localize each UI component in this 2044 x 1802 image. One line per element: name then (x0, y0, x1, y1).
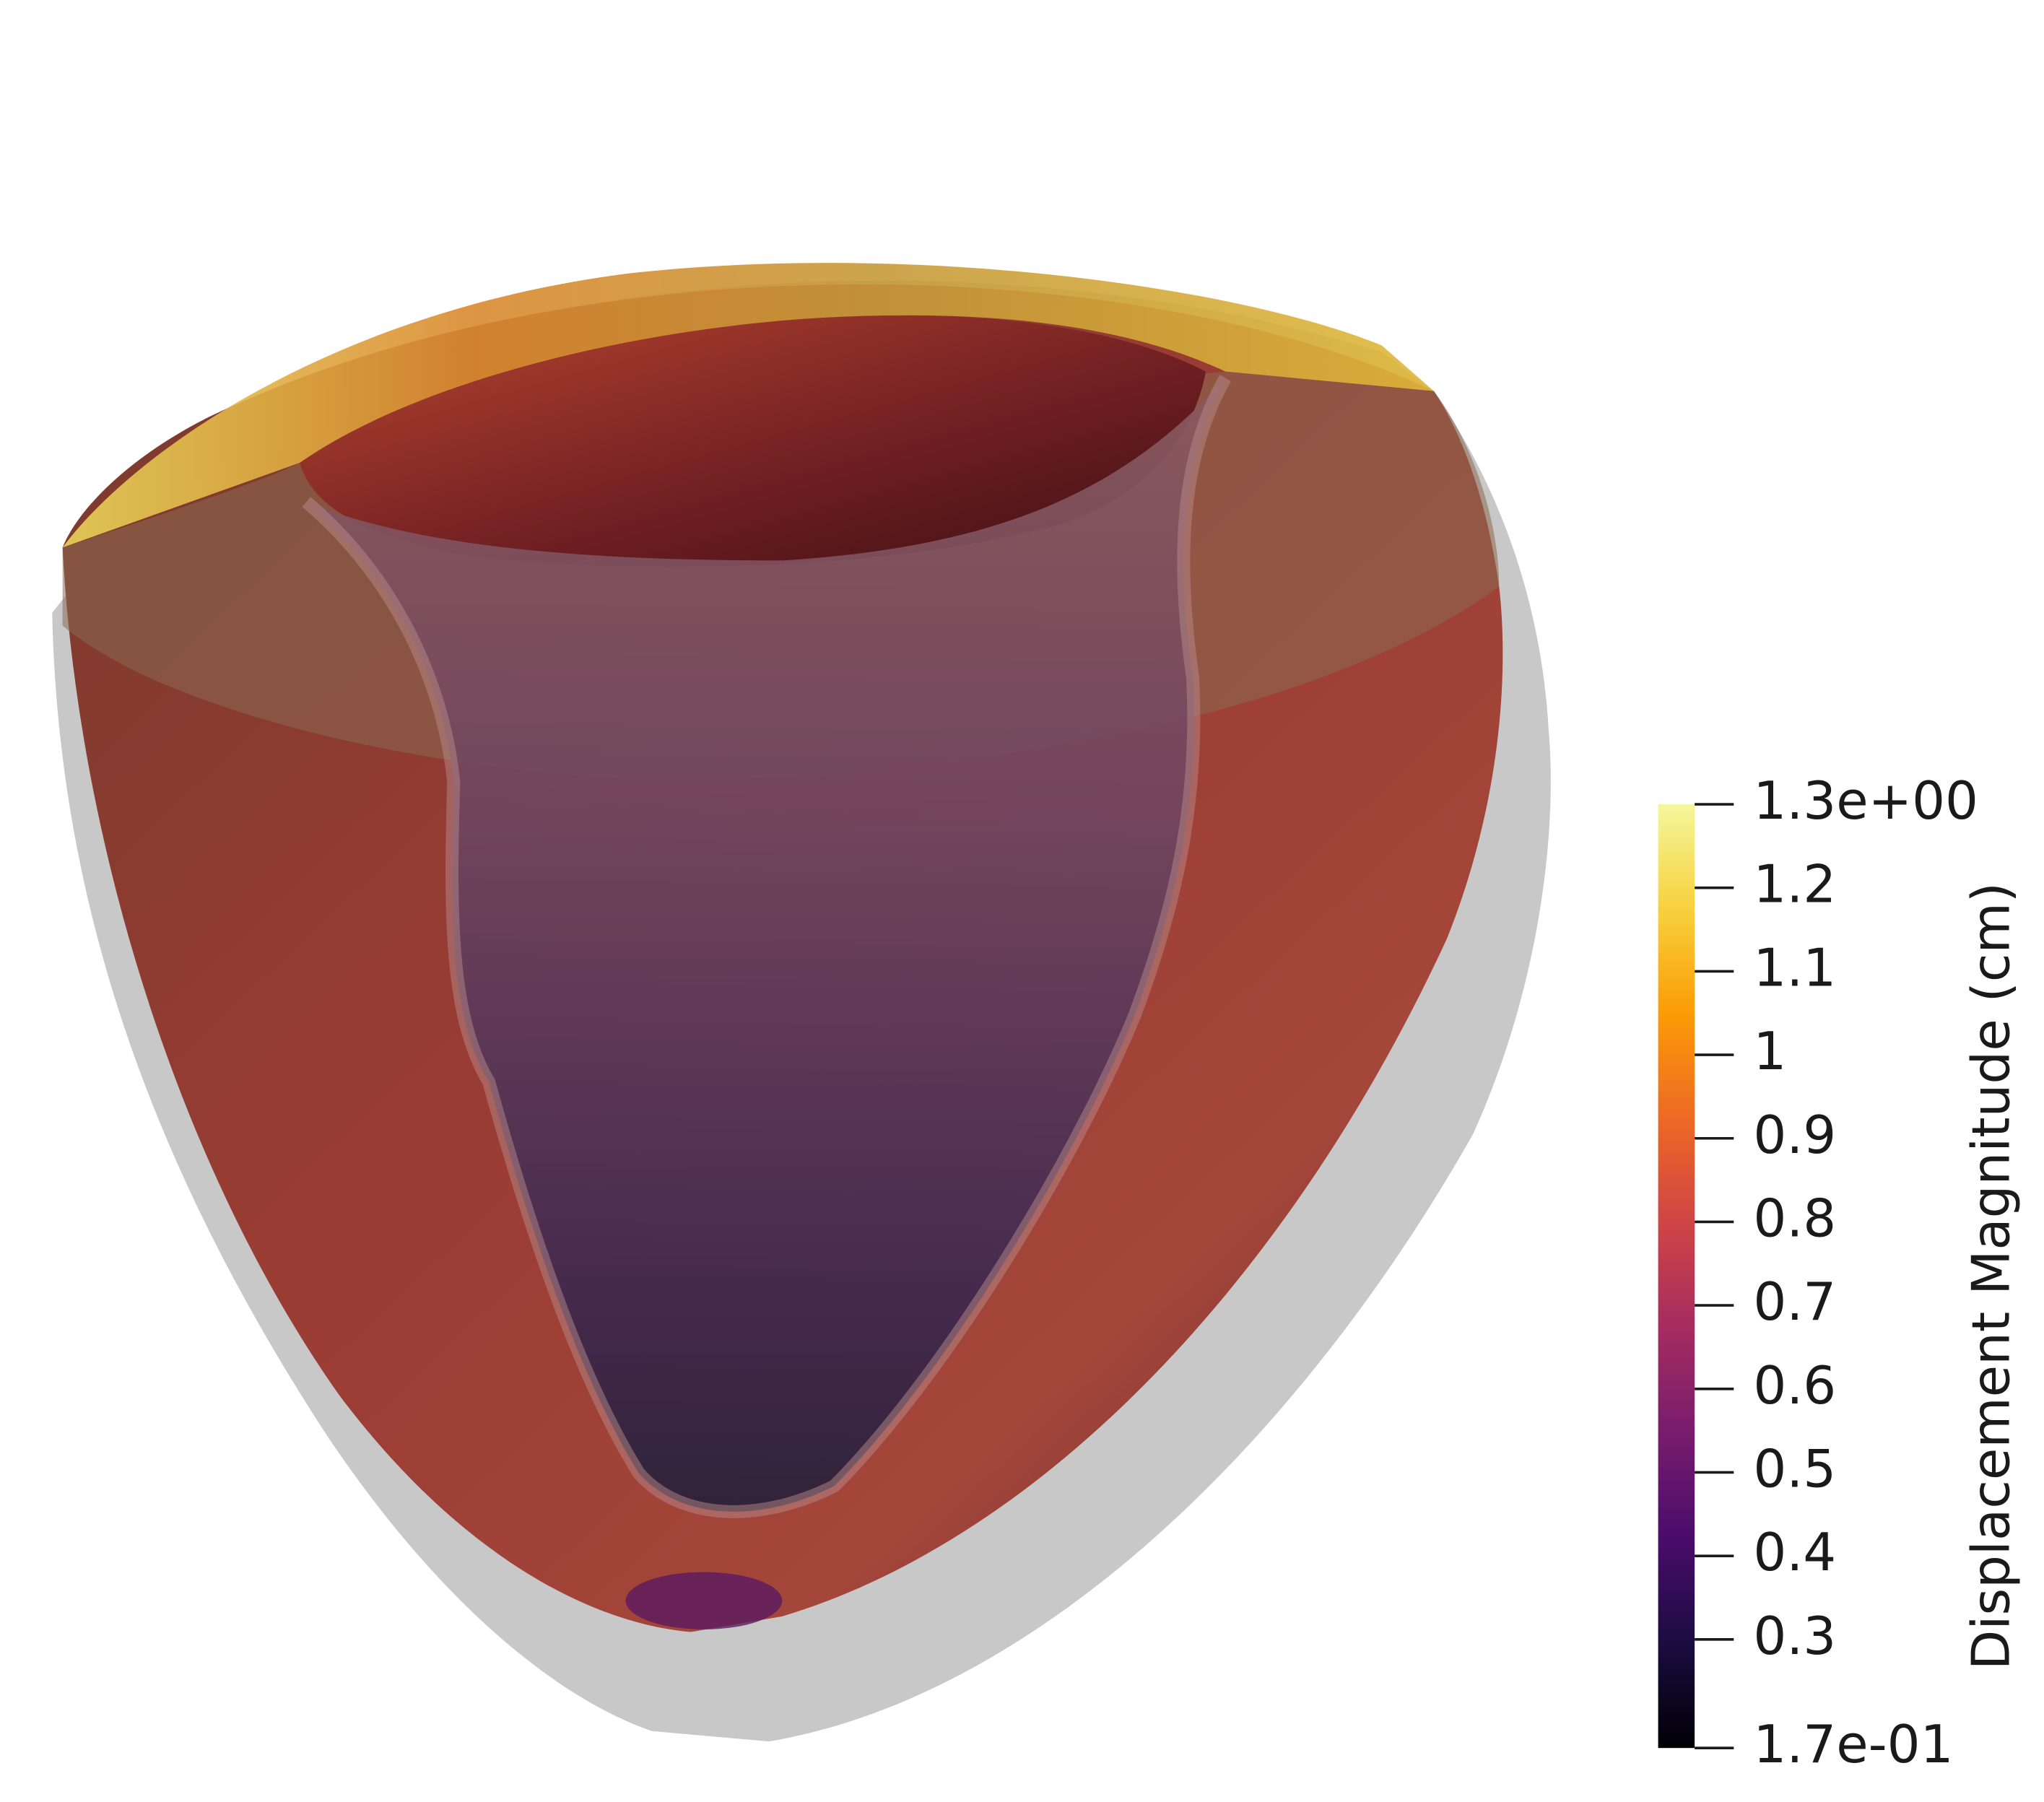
colorbar-tick-label: 0.7 (1753, 1272, 1836, 1333)
colorbar-tick-label: 1.2 (1753, 855, 1836, 915)
colorbar-tick-label: 1.7e-01 (1753, 1715, 1953, 1775)
apex-spot (625, 1572, 783, 1629)
colorbar-tick-label: 0.4 (1753, 1523, 1836, 1583)
heart-model (52, 263, 1551, 1742)
colorbar-tick-label: 0.9 (1753, 1105, 1836, 1166)
colorbar-tick-label: 0.3 (1753, 1606, 1836, 1667)
colorbar-tick-label: 1 (1753, 1022, 1786, 1082)
colorbar-tick-label: 0.5 (1753, 1439, 1836, 1500)
colorbar-tick-label: 1.1 (1753, 938, 1836, 998)
colorbar-tick-label: 1.3e+00 (1753, 771, 1978, 832)
cavity-opening (300, 315, 1206, 567)
colorbar-title: Displacement Magnitude (cm) (1961, 882, 2022, 1670)
colorbar: Displacement Magnitude (cm) 1.3e+00 1.2 1.… (1658, 771, 2022, 1775)
endocardium-edge (302, 375, 1231, 1518)
colorbar-gradient (1658, 804, 1695, 1749)
base-rim (62, 263, 1435, 548)
colorbar-tick-label: 0.6 (1753, 1356, 1836, 1416)
colorbar-tick-label: 0.8 (1753, 1188, 1836, 1249)
